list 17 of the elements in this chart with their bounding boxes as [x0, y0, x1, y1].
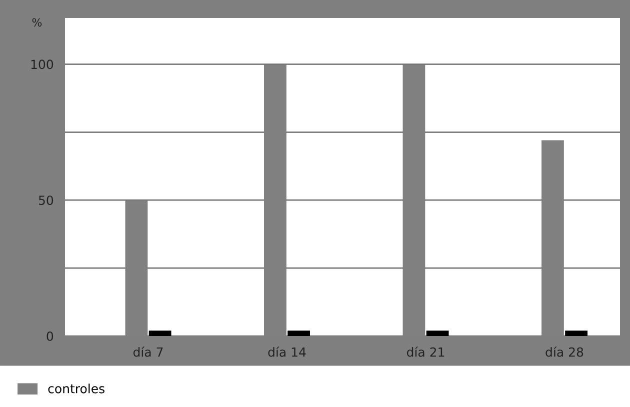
- bar: [125, 200, 148, 336]
- y-tick-label: 0: [46, 331, 54, 341]
- legend-label: controles: [48, 384, 104, 394]
- bar: [565, 330, 588, 336]
- bar: [542, 140, 564, 336]
- x-tick-label: día 21: [406, 346, 444, 357]
- y-axis-title: %: [32, 18, 42, 27]
- bar: [264, 64, 286, 336]
- x-tick-label: día 14: [268, 346, 306, 357]
- x-tick-label: día 28: [546, 346, 584, 357]
- bar: [288, 330, 310, 336]
- bar: [148, 330, 172, 336]
- bar: [426, 330, 449, 336]
- x-tick-label: día 7: [133, 346, 163, 357]
- y-tick-label: 50: [38, 196, 54, 206]
- bar: [402, 64, 426, 336]
- y-tick-label: 100: [31, 60, 54, 70]
